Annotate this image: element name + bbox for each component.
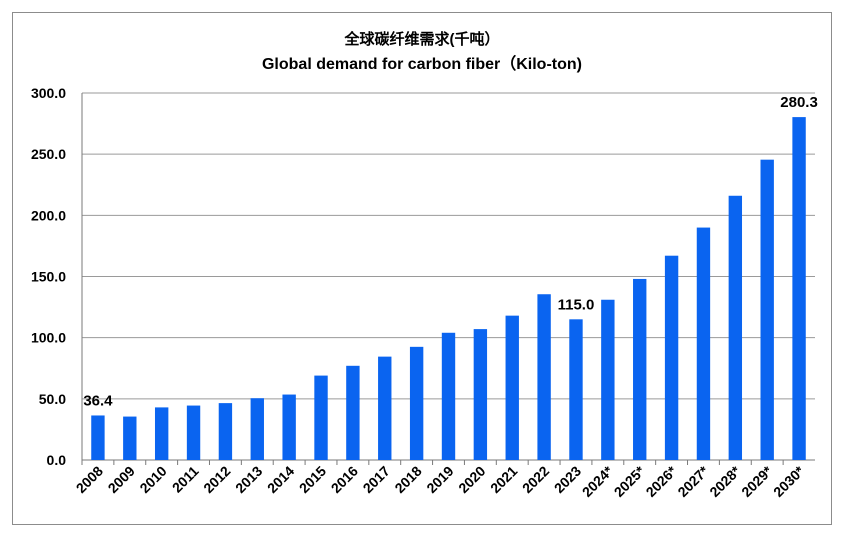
x-tick-label: 2025* [611,462,649,500]
x-tick-label: 2030* [770,462,808,500]
bar [792,117,806,460]
x-tick-label: 2023 [551,463,584,496]
chart-title: 全球碳纤维需求(千吨） [344,31,500,48]
bar [282,394,296,460]
bar [505,315,519,460]
bar [633,278,647,460]
y-tick-label: 100.0 [31,330,66,346]
bar [314,375,328,460]
bar [441,332,456,460]
y-tick-label: 150.0 [31,269,66,285]
y-tick-label: 0.0 [47,452,67,468]
x-tick-label: 2021 [487,463,520,496]
x-tick-label: 2011 [169,463,202,496]
bar [218,403,233,460]
bar [154,407,169,460]
bar [664,255,679,460]
bar [728,195,743,460]
x-tick-label: 2013 [232,463,265,496]
x-tick-label: 2022 [519,463,552,496]
x-tick-label: 2008 [73,463,106,496]
x-tick-label: 2014 [264,463,297,496]
bar [186,405,201,460]
x-tick-label: 2026* [643,462,681,500]
bar [250,398,264,460]
bar [91,415,105,460]
x-tick-label: 2028* [706,462,744,500]
x-tick-label: 2009 [105,463,138,496]
bar [473,329,488,460]
bar [378,356,392,460]
y-tick-label: 250.0 [31,146,66,162]
bar [346,365,360,460]
y-tick-label: 50.0 [39,391,66,407]
bar [601,299,615,460]
bar [123,416,137,460]
x-tick-label: 2029* [738,462,776,500]
y-tick-label: 200.0 [31,207,66,223]
x-tick-label: 2027* [674,462,712,500]
x-tick-label: 2018 [391,463,424,496]
bar [537,294,551,460]
bar [696,227,711,460]
data-label: 36.4 [83,392,113,409]
x-tick-label: 2024* [579,462,617,500]
chart-subtitle: Global demand for carbon fiber（Kilo-ton) [261,56,582,73]
bar [760,159,774,460]
bar [569,319,583,460]
x-tick-label: 2015 [296,463,329,496]
data-label: 115.0 [558,296,595,313]
x-tick-label: 2012 [200,463,233,496]
x-tick-label: 2010 [136,463,169,496]
x-tick-label: 2016 [328,463,361,496]
bar [409,346,424,460]
x-tick-label: 2017 [360,463,393,496]
y-tick-label: 300.0 [31,85,66,101]
x-tick-label: 2019 [423,463,456,496]
data-label: 280.3 [780,94,818,111]
x-tick-label: 2020 [455,463,488,496]
